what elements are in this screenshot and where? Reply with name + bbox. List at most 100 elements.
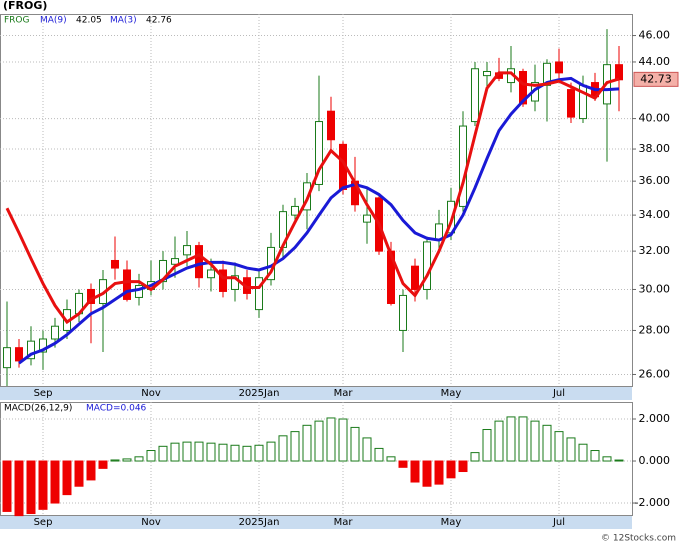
- macd-bar: [542, 424, 552, 462]
- macd-bar: [278, 435, 288, 462]
- macd-bar: [482, 429, 492, 462]
- macd-bar: [170, 442, 180, 462]
- macd-bar: [398, 460, 408, 468]
- x-tick-label: Sep: [34, 517, 53, 528]
- y-tick-label: 34.00: [639, 208, 671, 221]
- y-tick-label: 32.00: [639, 244, 671, 257]
- macd-bar: [290, 431, 300, 462]
- macd-bar: [326, 417, 336, 462]
- candle-body: [327, 110, 335, 141]
- macd-bar: [350, 426, 360, 462]
- macd-bar: [410, 460, 420, 483]
- legend-label: MA(9): [40, 16, 67, 26]
- y-tick-label: 2.000: [639, 412, 671, 425]
- macd-bar: [218, 443, 228, 462]
- candle-body: [3, 347, 11, 369]
- macd-bar: [494, 420, 504, 462]
- x-tick-label: 2025Jan: [239, 517, 280, 528]
- macd-bar: [26, 460, 36, 515]
- candle-body: [315, 121, 323, 185]
- candle-body: [111, 259, 119, 269]
- ma-line: [5, 71, 620, 325]
- macd-bar: [98, 460, 108, 469]
- candle-body: [195, 245, 203, 279]
- macd-bar: [302, 424, 312, 462]
- macd-bar: [614, 459, 624, 462]
- x-axis-band: [0, 387, 632, 400]
- ma-line: [18, 76, 620, 365]
- candle-body: [615, 64, 623, 81]
- macd-bar: [146, 450, 156, 462]
- candle-body: [255, 277, 263, 311]
- macd-bar: [602, 456, 612, 462]
- y-tick-label: 40.00: [639, 112, 671, 125]
- candle-body: [207, 269, 215, 279]
- macd-bar: [242, 445, 252, 462]
- x-tick-label: Jul: [552, 517, 565, 528]
- x-tick-label: Nov: [141, 388, 161, 399]
- macd-bar: [578, 443, 588, 462]
- y-tick-label: 0.000: [639, 454, 671, 467]
- macd-bar: [434, 460, 444, 485]
- y-tick-label: 26.00: [639, 367, 671, 380]
- legend-value: 42.05: [76, 16, 102, 26]
- macd-bar: [110, 459, 120, 462]
- y-tick-label: -2.000: [635, 496, 670, 509]
- macd-bar: [134, 456, 144, 462]
- macd-bar: [374, 447, 384, 462]
- macd-bar: [362, 437, 372, 462]
- y-tick-label: 38.00: [639, 142, 671, 155]
- x-tick-label: Nov: [141, 517, 161, 528]
- macd-bar: [446, 460, 456, 479]
- candle-body: [159, 259, 167, 283]
- candle-body: [399, 294, 407, 331]
- macd-bar: [386, 456, 396, 462]
- symbol-label: FROG: [4, 16, 30, 26]
- macd-bar: [530, 420, 540, 462]
- candle-body: [15, 347, 23, 362]
- macd-bar: [74, 460, 84, 487]
- macd-value: MACD=0.046: [86, 404, 147, 414]
- price-tag-label: 42.73: [640, 72, 672, 85]
- macd-bar: [518, 416, 528, 462]
- candle-body: [483, 70, 491, 77]
- x-tick-label: Jul: [552, 388, 565, 399]
- candle-body: [171, 258, 179, 265]
- price-tag: [633, 71, 679, 87]
- macd-bar: [194, 441, 204, 462]
- candle-body: [51, 325, 59, 340]
- macd-bar: [314, 420, 324, 462]
- candle-body: [555, 61, 563, 74]
- candle-body: [27, 340, 35, 360]
- candle-body: [39, 338, 47, 353]
- x-tick-label: Sep: [34, 388, 53, 399]
- candle-body: [567, 89, 575, 118]
- candle-body: [519, 70, 527, 105]
- y-tick-label: 30.00: [639, 282, 671, 295]
- candle-body: [123, 269, 131, 300]
- x-axis-band: [0, 516, 632, 529]
- macd-bar: [254, 444, 264, 462]
- y-tick-label: 44.00: [639, 55, 671, 68]
- candle-body: [363, 214, 371, 223]
- x-tick-label: May: [441, 517, 462, 528]
- candle-body: [411, 265, 419, 290]
- macd-bar: [230, 444, 240, 462]
- y-tick-label: 46.00: [639, 29, 671, 42]
- macd-bar: [182, 441, 192, 462]
- macd-bar: [38, 460, 48, 510]
- x-tick-label: May: [441, 388, 462, 399]
- macd-bar: [50, 460, 60, 504]
- chart-title: (FROG): [3, 0, 47, 12]
- macd-bar: [62, 460, 72, 496]
- macd-bar: [2, 460, 12, 512]
- macd-bar: [566, 437, 576, 462]
- macd-bar: [506, 416, 516, 462]
- candle-body: [291, 205, 299, 216]
- price-frame: [0, 14, 633, 387]
- candle-body: [183, 245, 191, 256]
- macd-frame: [0, 402, 633, 516]
- candle-body: [471, 68, 479, 123]
- macd-bar: [590, 450, 600, 462]
